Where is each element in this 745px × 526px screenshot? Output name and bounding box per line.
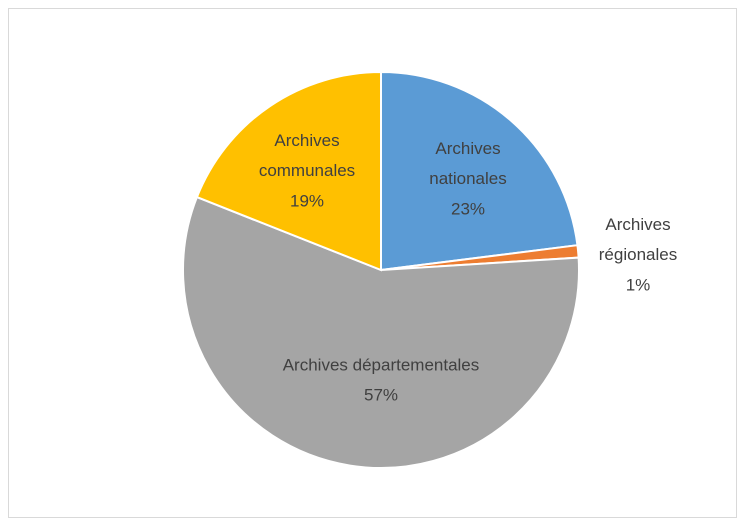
- category-label: Archives départementales: [283, 355, 480, 374]
- category-label: Archives nationales: [429, 139, 507, 188]
- data-label: 1%: [626, 275, 651, 294]
- category-label: Archives communales: [259, 131, 355, 180]
- data-label: 23%: [451, 199, 485, 218]
- data-label: 19%: [290, 191, 324, 210]
- pie-slice: [182, 195, 580, 469]
- category-label: Archives régionales: [599, 215, 677, 264]
- pie-slice: [195, 70, 382, 272]
- pie-slice: [380, 70, 579, 272]
- data-label: 57%: [364, 385, 398, 404]
